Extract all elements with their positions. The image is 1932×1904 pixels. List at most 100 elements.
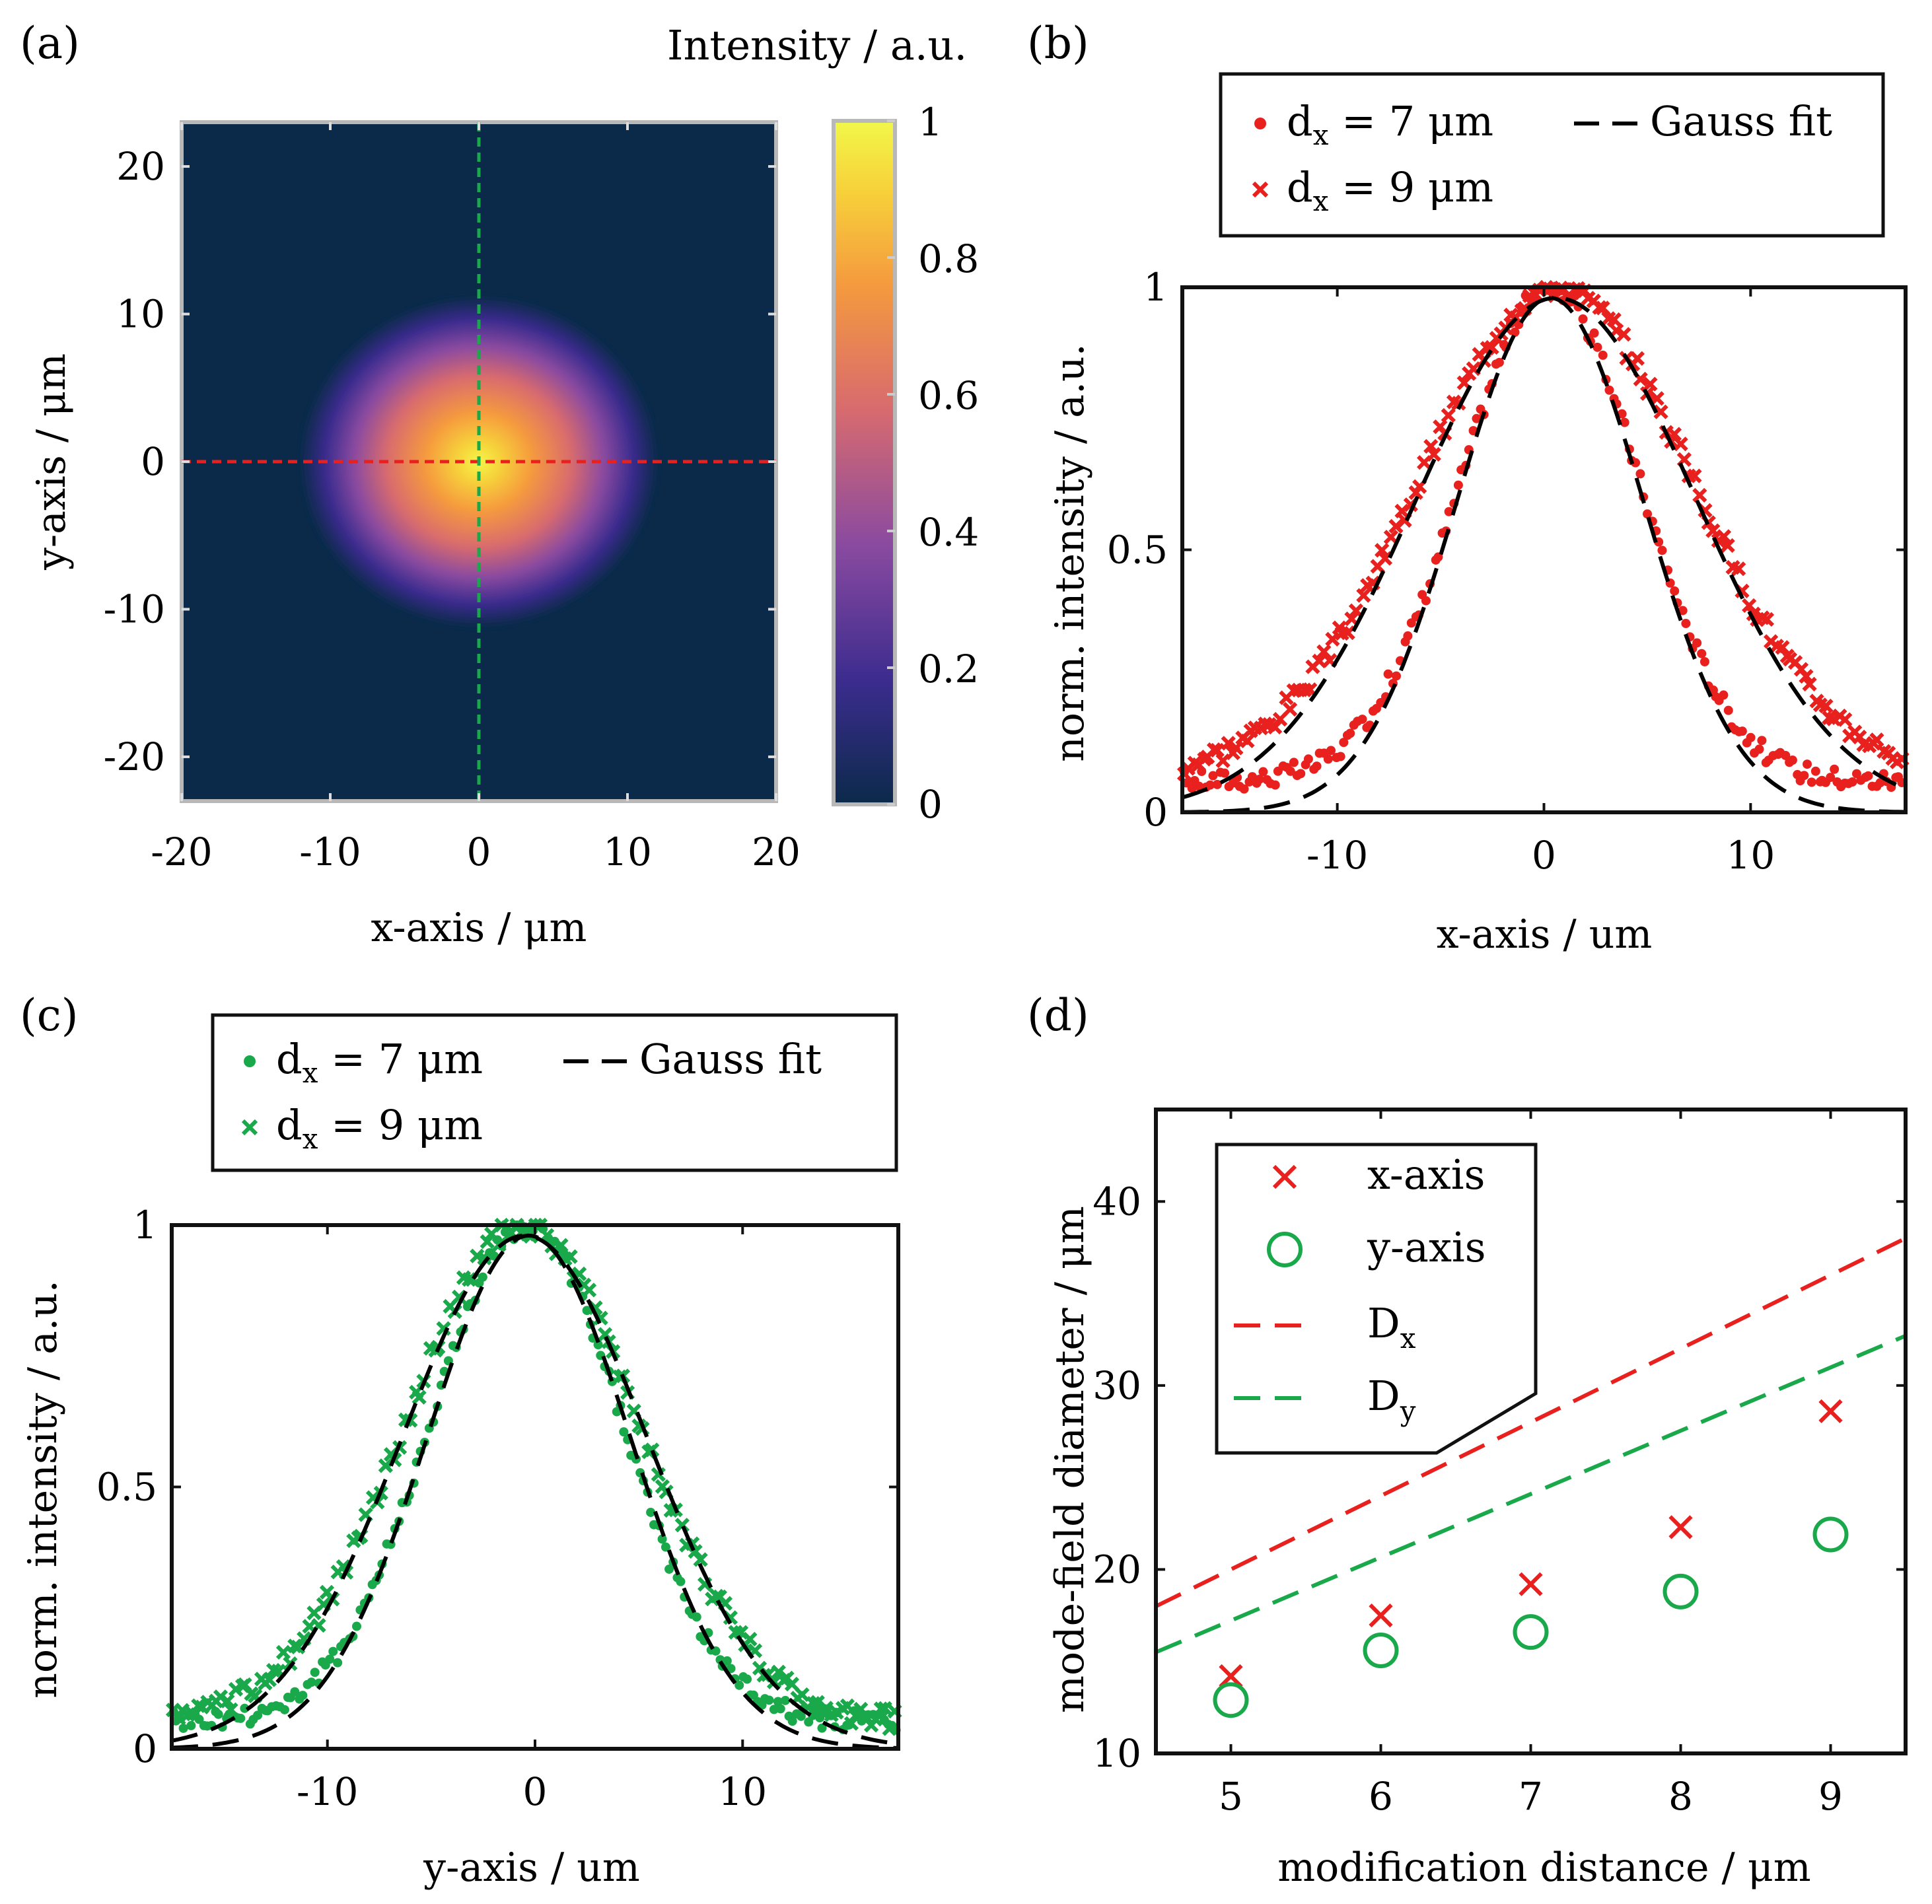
data-point-cross [1426,446,1441,462]
y-axis-data-point [1213,1682,1249,1718]
data-point-cross [1673,437,1688,452]
data-point-dot [478,1272,487,1282]
colorbar-tick-label: 1 [918,100,943,145]
plot-b-y-label: norm. intensity / a.u. [1047,343,1093,762]
data-point-dot [1699,657,1709,667]
data-point-dot [676,1576,686,1586]
data-point-dot [310,1668,320,1677]
data-point-dot [1336,752,1345,761]
data-point-dot [333,1658,343,1668]
legend-b: dx = 7 μm dx = 9 μm Gauss fit [1252,97,1832,217]
gauss-fit-line [171,1233,899,1746]
data-point-dot [1187,783,1197,793]
data-point-cross [1653,404,1668,419]
data-point-dot [1670,586,1680,596]
x-axis-data-point [1668,1515,1693,1539]
data-point-dot [1194,781,1204,791]
data-point-cross [597,1327,613,1342]
data-point-dot [1326,746,1336,756]
data-point-dot [1807,777,1816,787]
x-tick-label: 10 [718,1769,767,1814]
data-point-cross [378,1458,393,1473]
panel-d-mfd: 5 6 7 8 9 10 20 30 40 x-axis y-axis Dx Dy modificat… [1047,1108,1908,1891]
data-point-dot [742,1674,752,1684]
colorbar-tick-label: 0 [918,782,943,827]
data-point-cross [1799,668,1814,684]
data-point-dot [1212,779,1222,789]
y-tick-label: 1 [1143,265,1168,310]
data-point-dot [328,1646,338,1656]
fit-line-dx [1155,1236,1907,1608]
data-point-dot [787,1716,797,1726]
data-point-dot [780,1695,790,1705]
data-point-dot [1453,480,1463,490]
data-point-dot [1746,732,1756,742]
data-point-cross [877,1701,892,1716]
data-point-dot [775,1704,785,1714]
data-point-dot [1803,759,1812,769]
data-point-cross [1692,487,1707,503]
data-point-dot [1737,726,1747,736]
data-point-dot [1421,596,1431,606]
legend-entry-label: dx = 9 μm [1287,163,1493,217]
y-tick-label: 0.5 [96,1465,157,1510]
data-point-dot [1754,744,1764,754]
data-point-dot [1697,649,1707,658]
data-point-dot [1757,736,1767,746]
data-point-dot [1635,469,1645,479]
data-point-cross [784,1676,800,1692]
plot-c-y-label: norm. intensity / a.u. [20,1280,66,1699]
x-tick-label: -20 [151,829,212,874]
data-point-cross [563,1249,578,1264]
data-point-cross [1592,300,1607,315]
y-tick-label: 0 [1143,790,1168,835]
x-axis-data-point [1219,1664,1243,1689]
data-point-dot [1323,754,1333,764]
legend-entry-label: dx = 7 μm [1287,97,1493,151]
colorbar-tick-label: 0.6 [918,373,979,418]
heatmap-y-label: y-axis / μm [28,353,75,571]
heatmap-ticks: -20 -10 0 10 20 -20 -10 0 10 20 [104,122,801,874]
data-point-dot [734,1680,744,1690]
data-point-cross [795,1687,810,1703]
data-point-cross [1229,740,1244,756]
data-point-cross [1818,698,1834,714]
data-point-dot [325,1654,335,1664]
data-point-cross [1643,376,1658,392]
data-point-cross [693,1552,708,1567]
legend-entry-label: dx = 9 μm [276,1101,483,1155]
data-point-dot [1433,552,1443,562]
data-point-dot [773,1697,783,1707]
data-point-cross [1720,538,1735,553]
data-point-cross [1869,732,1884,748]
data-point-dot [722,1656,732,1666]
data-point-dot [1258,767,1268,777]
data-point-cross [868,1712,883,1727]
data-point-dot [351,1621,361,1631]
legend-c: dx = 7 μm dx = 9 μm Gauss fit [241,1035,822,1155]
data-point-cross [1340,625,1355,641]
data-point-cross [480,1234,495,1250]
y-tick-label: 0 [133,1726,157,1771]
data-point-cross [1356,588,1371,603]
x-tick-label: 6 [1369,1774,1393,1819]
legend-marker-cross [1272,1164,1297,1189]
data-point-cross [1282,701,1298,717]
x-axis-data-point [1818,1399,1843,1423]
colorbar-tick-label: 0.4 [918,510,979,555]
panel-label-d: (d) [1027,990,1089,1041]
x-tick-label: 0 [467,829,491,874]
data-point-cross [1606,312,1622,328]
y-tick-label: 0.5 [1107,528,1168,573]
data-point-dot [178,1723,188,1733]
legend-marker-cross [241,1119,258,1136]
legend-entry-label: dx = 7 μm [276,1035,483,1089]
colorbar-tick-label: 0.2 [918,647,979,691]
data-point-dot [1254,775,1264,785]
data-point-dot [1787,756,1797,765]
data-point-cross [843,1716,859,1731]
data-point-cross [1221,736,1236,751]
